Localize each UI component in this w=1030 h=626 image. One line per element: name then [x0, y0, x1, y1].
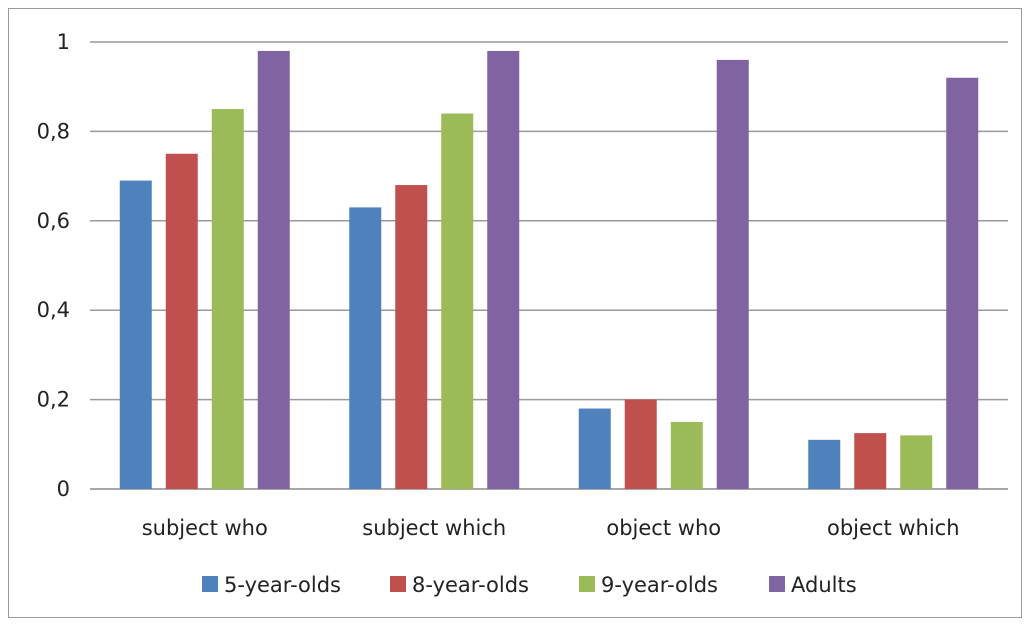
legend-swatch: [202, 576, 218, 592]
bar: [487, 50, 520, 489]
bar: [119, 180, 152, 489]
y-tick-label: 0,8: [37, 119, 70, 143]
legend-label: Adults: [791, 573, 857, 597]
legend-swatch: [390, 576, 406, 592]
bar: [578, 408, 611, 489]
y-axis-ticks: 0 0,2 0,4 0,6 0,8 1: [37, 30, 70, 501]
y-tick-label: 1: [57, 30, 70, 54]
legend-swatch: [579, 576, 595, 592]
bar: [946, 77, 979, 489]
bar: [165, 153, 198, 489]
x-category-label: object which: [827, 516, 960, 540]
legend-label: 5-year-olds: [224, 573, 341, 597]
legend-label: 9-year-olds: [601, 573, 718, 597]
legend-swatch: [769, 576, 785, 592]
bar: [854, 433, 887, 489]
x-category-label: subject which: [362, 516, 506, 540]
x-category-label: object who: [606, 516, 721, 540]
legend-label: 8-year-olds: [412, 573, 529, 597]
y-tick-label: 0,6: [37, 209, 70, 233]
bar: [441, 113, 474, 490]
bar: [349, 207, 382, 489]
y-tick-label: 0: [57, 477, 70, 501]
bar: [257, 50, 290, 489]
x-category-label: subject who: [142, 516, 268, 540]
y-tick-label: 0,4: [37, 298, 70, 322]
y-tick-label: 0,2: [37, 388, 70, 412]
bar: [900, 435, 933, 489]
bar: [395, 185, 428, 490]
bars: [119, 50, 979, 490]
x-axis-categories: subject who subject which object who object…: [142, 516, 960, 540]
bar: [211, 109, 244, 490]
bar: [624, 399, 657, 489]
bar: [670, 421, 703, 489]
legend: 5-year-olds 8-year-olds 9-year-olds Adults: [202, 573, 857, 597]
bar: [808, 439, 841, 489]
bar: [716, 59, 749, 489]
